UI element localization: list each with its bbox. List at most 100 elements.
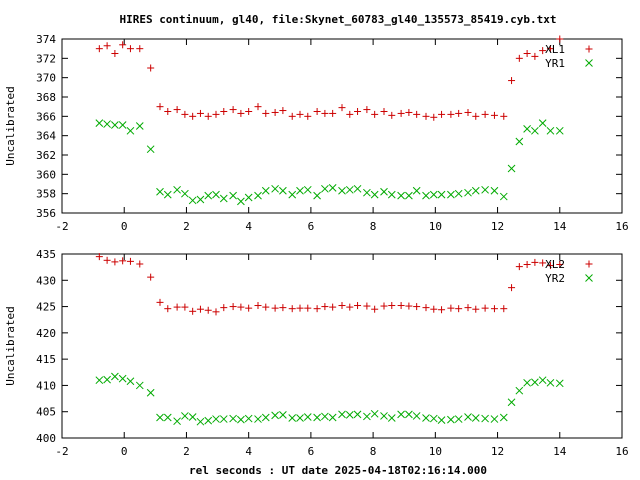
data-point-xl1 (422, 112, 430, 120)
y-axis-label: Uncalibrated (4, 306, 17, 385)
data-point-xl1 (229, 106, 237, 114)
data-point-xl2 (508, 284, 516, 292)
y-tick-label: 435 (36, 248, 56, 261)
data-point-xl1 (237, 109, 245, 117)
data-point-xl2 (212, 308, 220, 316)
data-point-xl2 (271, 304, 279, 312)
data-point-xl1 (189, 112, 197, 120)
data-point-yr1 (163, 190, 172, 199)
y-tick-label: 364 (36, 130, 56, 143)
data-point-xl2 (313, 305, 321, 313)
data-point-xl1 (254, 103, 262, 111)
data-point-xl2 (472, 305, 480, 313)
data-point-xl1 (119, 41, 127, 49)
data-point-xl1 (103, 42, 111, 50)
data-point-yr2 (244, 414, 253, 423)
legend-marker (585, 260, 593, 268)
data-point-yr1 (271, 184, 279, 193)
data-point-yr2 (237, 415, 245, 424)
data-point-xl1 (288, 112, 296, 120)
data-point-yr1 (447, 190, 455, 199)
data-point-xl1 (438, 110, 446, 118)
data-point-xl1 (455, 109, 463, 117)
data-point-xl2 (321, 303, 329, 311)
data-point-xl2 (447, 304, 455, 312)
data-point-xl2 (181, 303, 189, 311)
data-point-yr1 (437, 190, 446, 199)
data-point-xl1 (354, 108, 362, 115)
legend-marker (585, 274, 593, 282)
data-point-yr1 (397, 191, 405, 200)
data-point-xl2 (196, 305, 204, 313)
data-point-xl1 (346, 110, 354, 118)
x-tick-label: 10 (429, 445, 442, 458)
legend-label: XL1 (545, 43, 565, 56)
y-tick-label: 374 (36, 33, 56, 46)
data-point-yr2 (118, 374, 127, 383)
data-point-xl1 (405, 108, 413, 116)
data-point-yr2 (405, 410, 413, 419)
data-point-yr2 (163, 413, 172, 422)
y-tick-label: 415 (36, 353, 56, 366)
data-point-yr1 (156, 187, 164, 196)
data-point-yr1 (288, 190, 297, 199)
data-point-xl1 (196, 109, 204, 117)
data-point-yr2 (397, 410, 405, 419)
top-panel: -2 0 2 4 6 8 10 12 14 16 356 358 360 362 364 366 368 370 3… (4, 33, 629, 233)
data-point-yr2 (296, 414, 304, 422)
data-point-yr1 (254, 191, 262, 200)
data-point-yr2 (464, 413, 472, 421)
data-point-xl1 (546, 45, 554, 53)
data-point-yr2 (271, 411, 279, 420)
legend-marker (585, 45, 593, 53)
x-tick-label: 0 (121, 220, 128, 233)
x-tick-label: 10 (429, 220, 442, 233)
y-tick-label: 366 (36, 110, 56, 123)
x-tick-label: 8 (370, 220, 377, 233)
x-tick-label: 8 (370, 445, 377, 458)
data-point-xl1 (204, 112, 212, 120)
x-axis-label: rel seconds : UT date 2025-04-18T02:16:1… (189, 464, 487, 477)
data-point-yr1 (490, 186, 499, 195)
data-point-xl1 (271, 108, 279, 116)
y-axis-label: Uncalibrated (4, 86, 17, 165)
data-point-yr2 (261, 413, 270, 422)
data-point-yr2 (321, 412, 329, 421)
data-point-xl2 (531, 258, 539, 266)
data-point-yr2 (181, 412, 189, 420)
data-point-yr2 (111, 372, 119, 381)
data-point-xl1 (173, 106, 181, 114)
data-point-xl2 (397, 302, 405, 310)
data-point-yr1 (296, 186, 304, 195)
data-point-xl2 (430, 305, 438, 313)
data-point-xl2 (371, 305, 379, 313)
data-point-xl1 (136, 45, 144, 53)
data-point-yr1 (219, 194, 228, 203)
data-point-yr1 (507, 164, 516, 173)
data-point-yr2 (345, 411, 354, 419)
data-point-xl1 (304, 112, 312, 120)
data-point-xl1 (338, 104, 346, 112)
data-point-yr1 (244, 193, 253, 202)
data-point-xl1 (329, 109, 337, 117)
data-point-yr1 (412, 186, 421, 195)
data-point-yr1 (370, 190, 379, 199)
bottom-panel: -2 0 2 4 6 8 10 12 14 16 400 405 410 415 420 425 430 435 U… (4, 248, 629, 458)
data-point-xl2 (546, 262, 554, 270)
x-tick-label: -2 (55, 445, 68, 458)
data-point-yr1 (454, 189, 463, 198)
data-point-yr2 (370, 409, 379, 418)
y-tick-label: 370 (36, 72, 56, 85)
data-point-xl2 (237, 303, 245, 311)
data-point-yr1 (229, 191, 237, 200)
x-tick-label: 4 (245, 220, 252, 233)
data-point-yr1 (135, 122, 144, 130)
data-point-yr2 (471, 414, 480, 422)
data-point-xl1 (531, 52, 539, 60)
data-point-xl2 (147, 273, 155, 281)
data-point-xl2 (515, 263, 523, 271)
data-point-xl1 (245, 108, 253, 115)
data-point-xl1 (321, 109, 329, 117)
y-tick-label: 420 (36, 327, 56, 340)
y-tick-label: 372 (36, 52, 56, 65)
